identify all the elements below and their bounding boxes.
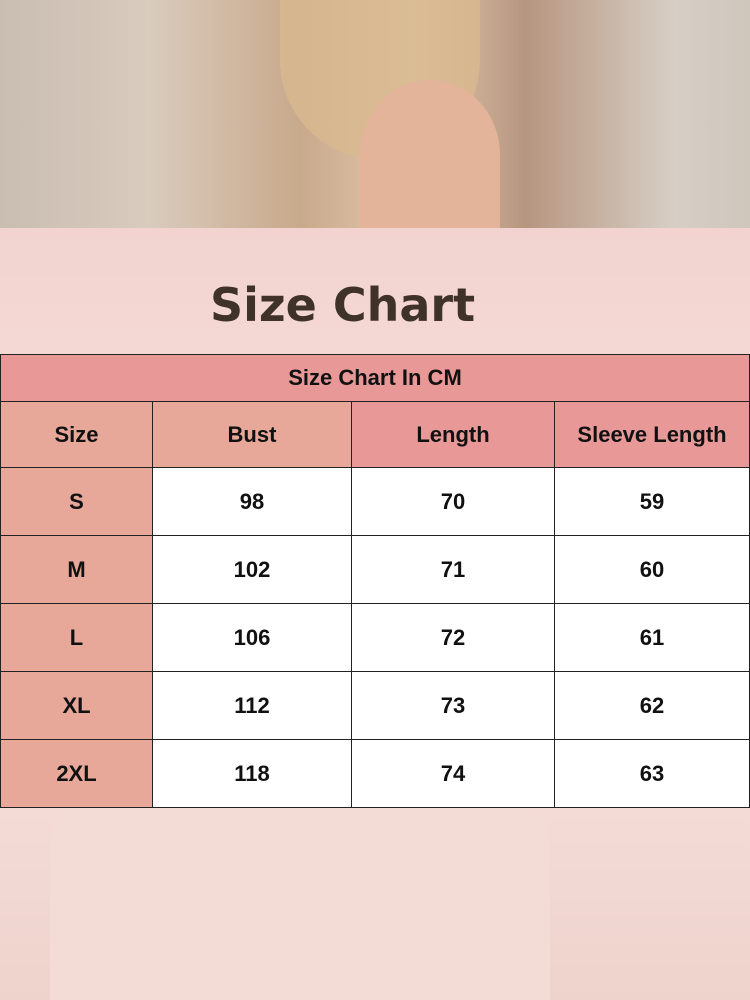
cell-sleeve-length: 59: [554, 467, 750, 536]
header-size: Size: [0, 401, 153, 468]
cell-bust: 98: [152, 467, 352, 536]
page-title: Size Chart: [210, 278, 476, 332]
cell-sleeve-length: 60: [554, 535, 750, 604]
cell-bust: 118: [152, 739, 352, 808]
cell-sleeve-length: 61: [554, 603, 750, 672]
cell-size: S: [0, 467, 153, 536]
header-sleeve-length: Sleeve Length: [554, 401, 750, 468]
neck: [360, 80, 500, 230]
table-row: S 98 70 59: [0, 467, 750, 536]
model-photo: [0, 0, 750, 230]
cell-size: 2XL: [0, 739, 153, 808]
header-length: Length: [351, 401, 555, 468]
cell-length: 70: [351, 467, 555, 536]
table-caption: Size Chart In CM: [0, 354, 750, 402]
size-table: Size Chart In CM Size Bust Length Sleeve…: [0, 354, 750, 808]
cell-length: 73: [351, 671, 555, 740]
cell-size: XL: [0, 671, 153, 740]
cell-bust: 102: [152, 535, 352, 604]
cell-length: 71: [351, 535, 555, 604]
pants-photo: [50, 810, 550, 1000]
cell-bust: 106: [152, 603, 352, 672]
table-row: L 106 72 61: [0, 603, 750, 672]
cell-length: 74: [351, 739, 555, 808]
table-row: M 102 71 60: [0, 535, 750, 604]
cell-sleeve-length: 62: [554, 671, 750, 740]
cell-length: 72: [351, 603, 555, 672]
cell-sleeve-length: 63: [554, 739, 750, 808]
table-row: 2XL 118 74 63: [0, 739, 750, 808]
cell-size: L: [0, 603, 153, 672]
table-row: XL 112 73 62: [0, 671, 750, 740]
cell-bust: 112: [152, 671, 352, 740]
cell-size: M: [0, 535, 153, 604]
header-bust: Bust: [152, 401, 352, 468]
